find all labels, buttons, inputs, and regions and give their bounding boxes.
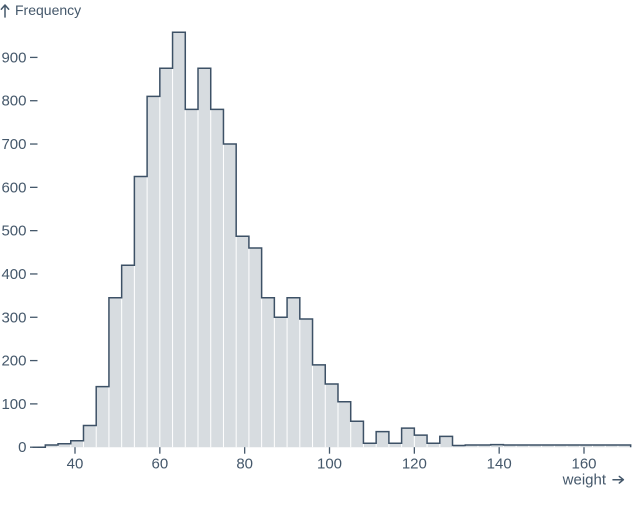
svg-text:weight: weight [562,472,607,489]
svg-text:200: 200 [1,353,26,370]
svg-text:120: 120 [402,456,427,473]
svg-text:160: 160 [571,456,596,473]
svg-text:900: 900 [1,49,26,66]
svg-text:100: 100 [1,396,26,413]
svg-text:600: 600 [1,179,26,196]
svg-text:0: 0 [18,439,26,456]
svg-text:300: 300 [1,309,26,326]
svg-text:40: 40 [67,456,84,473]
svg-text:800: 800 [1,93,26,110]
svg-text:80: 80 [236,456,253,473]
svg-text:140: 140 [487,456,512,473]
svg-text:100: 100 [317,456,342,473]
svg-text:700: 700 [1,136,26,153]
svg-text:Frequency: Frequency [15,2,81,18]
svg-text:500: 500 [1,223,26,240]
svg-text:400: 400 [1,266,26,283]
svg-text:60: 60 [151,456,168,473]
